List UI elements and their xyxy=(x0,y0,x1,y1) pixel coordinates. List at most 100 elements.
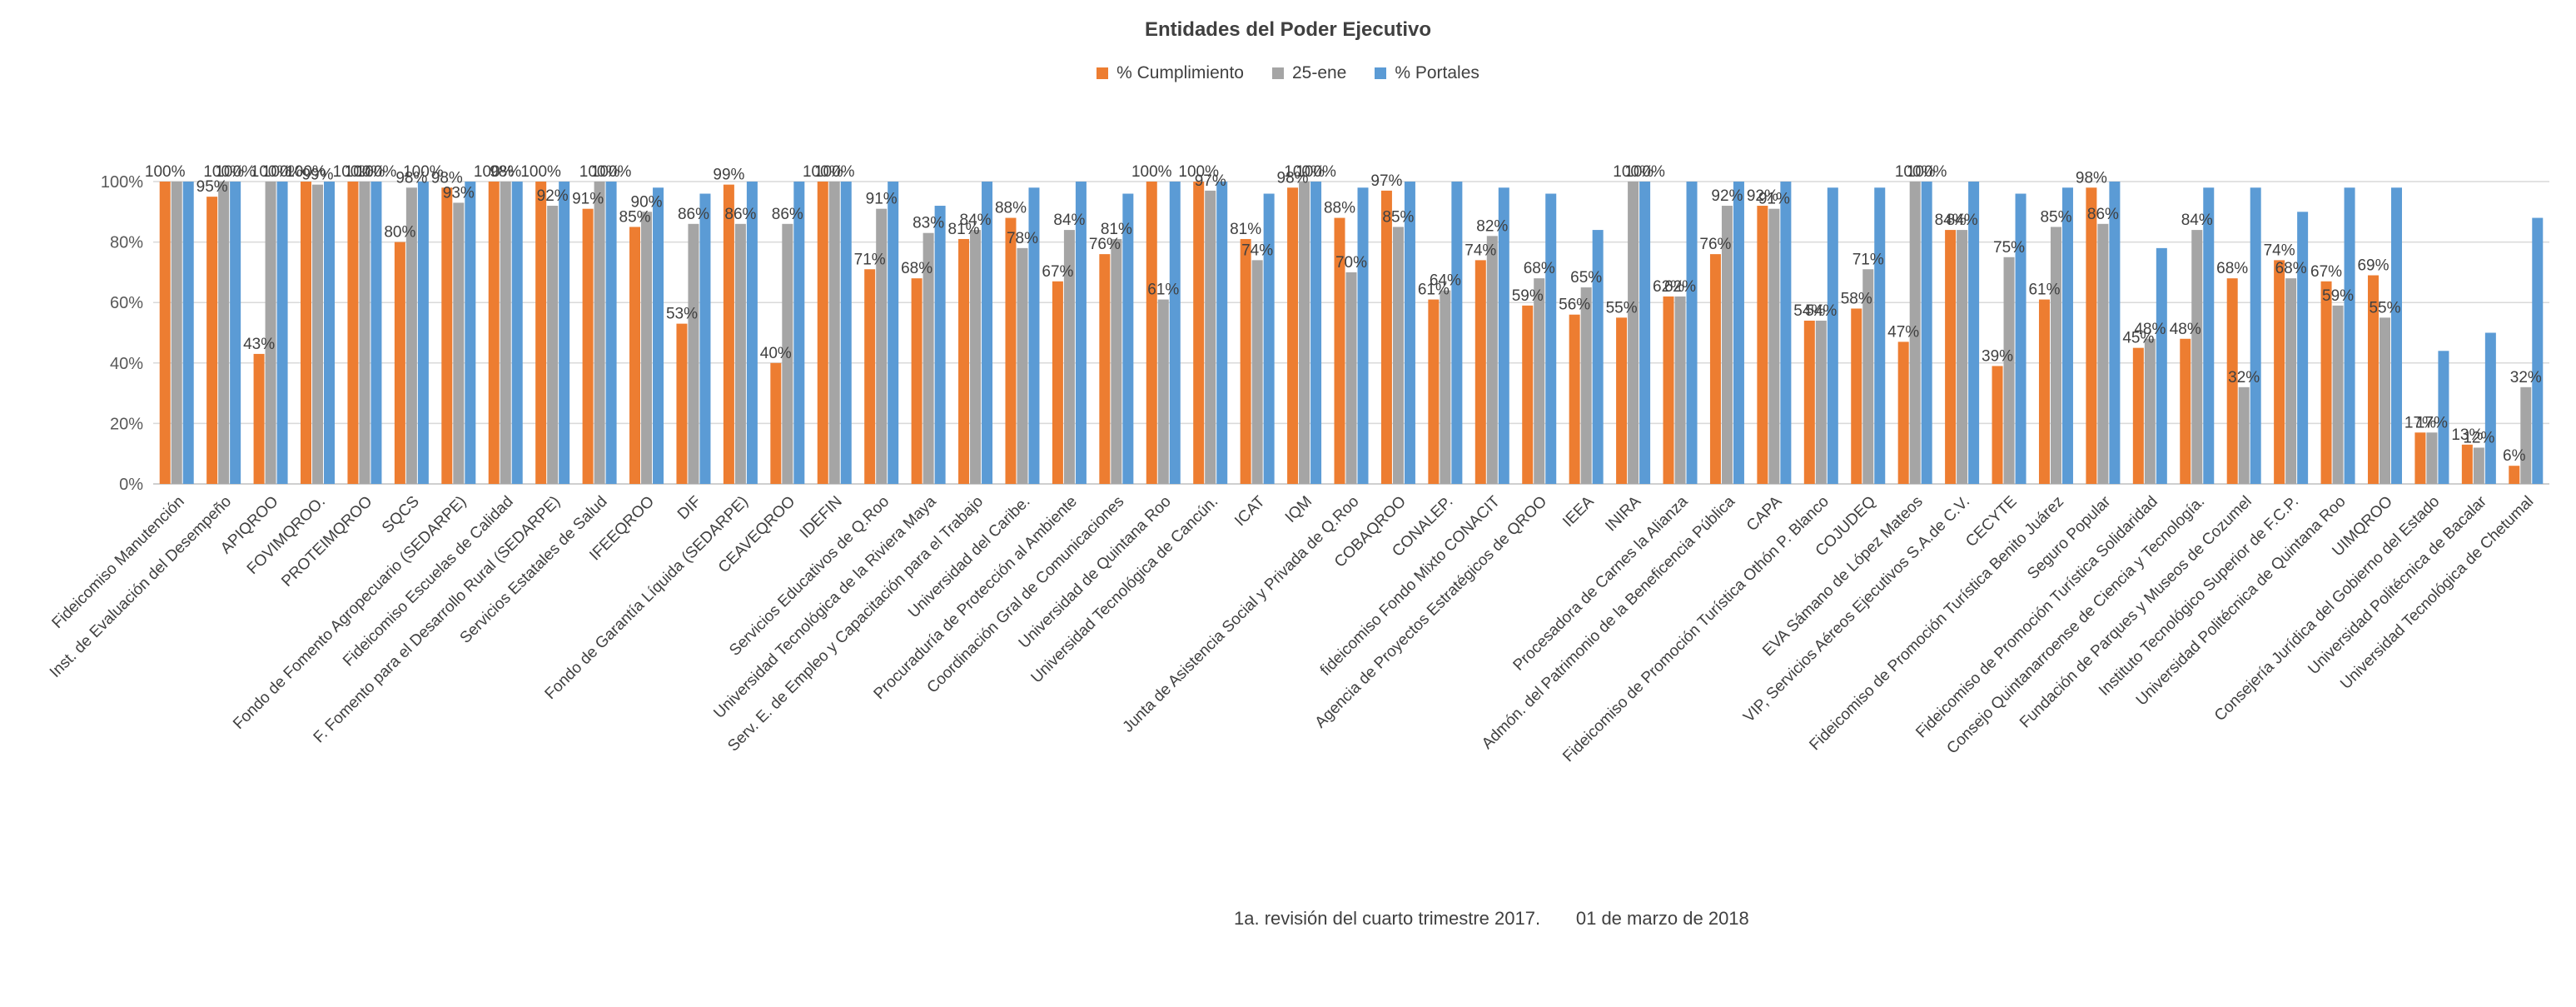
data-label: 100% xyxy=(1295,163,1336,181)
data-label: 70% xyxy=(1335,254,1367,272)
legend-label-25-ene: 25-ene xyxy=(1291,63,1347,82)
data-label: 71% xyxy=(854,251,886,268)
bar xyxy=(405,187,417,484)
data-label: 78% xyxy=(1007,230,1038,247)
bar xyxy=(1251,260,1263,484)
data-label: 100% xyxy=(1624,163,1665,181)
bar xyxy=(2332,305,2344,484)
bar xyxy=(840,182,852,484)
bar xyxy=(511,182,523,484)
data-label: 86% xyxy=(678,206,709,223)
data-label: 100% xyxy=(1131,163,1172,181)
bar xyxy=(970,230,982,484)
data-label: 83% xyxy=(913,215,944,232)
bar xyxy=(876,208,888,485)
data-label: 56% xyxy=(1559,297,1590,314)
bar xyxy=(559,182,570,484)
data-label: 100% xyxy=(474,163,515,181)
bar xyxy=(2156,247,2167,484)
data-label: 100% xyxy=(403,163,444,181)
bar xyxy=(629,227,641,484)
data-label: 55% xyxy=(2369,299,2400,317)
data-label: 17% xyxy=(2416,414,2448,431)
data-label: 85% xyxy=(1382,208,1414,226)
bar xyxy=(218,182,230,484)
bar xyxy=(2344,187,2355,484)
data-label: 97% xyxy=(1370,172,1402,190)
data-label: 67% xyxy=(2310,263,2342,281)
x-tick-label: ICAT xyxy=(1231,492,1269,530)
bar xyxy=(1052,281,1063,484)
data-label: 100% xyxy=(1895,163,1936,181)
data-label: 98% xyxy=(2076,169,2107,187)
data-label: 17% xyxy=(2404,414,2436,431)
bar xyxy=(1780,182,1792,484)
data-label: 100% xyxy=(579,163,620,181)
data-label: 84% xyxy=(960,212,992,229)
bar xyxy=(1827,187,1838,484)
legend-item-cumplimiento: % Cumplimiento xyxy=(1097,63,1244,83)
bar xyxy=(1522,305,1534,484)
bar xyxy=(1721,206,1733,485)
data-label: 100% xyxy=(1178,163,1219,181)
bar xyxy=(828,182,840,484)
bar xyxy=(2367,275,2379,484)
bar xyxy=(1216,182,1228,484)
legend-swatch-cumplimiento xyxy=(1097,67,1109,79)
data-label: 59% xyxy=(1512,287,1544,305)
data-label: 32% xyxy=(2228,369,2260,386)
bar xyxy=(2180,338,2191,484)
bar xyxy=(1968,182,1980,484)
data-label: 91% xyxy=(1758,191,1790,208)
bar xyxy=(817,182,828,484)
bar xyxy=(1957,230,1968,484)
bars xyxy=(159,182,2544,485)
bar xyxy=(594,182,605,484)
data-label: 59% xyxy=(2322,287,2354,305)
bar xyxy=(1663,296,1674,484)
data-label: 32% xyxy=(2510,369,2542,386)
bar xyxy=(159,182,171,484)
bar xyxy=(676,323,688,484)
data-label: 100% xyxy=(286,163,326,181)
data-label: 68% xyxy=(1524,260,1555,277)
data-label: 100% xyxy=(262,163,303,181)
bar xyxy=(982,182,993,484)
bar xyxy=(2238,386,2250,484)
bar xyxy=(1862,269,1874,484)
data-label: 92% xyxy=(537,187,569,205)
bar xyxy=(1440,290,1451,484)
bar xyxy=(653,187,664,484)
bar xyxy=(582,208,594,485)
bar xyxy=(1909,182,1921,484)
x-tick-label: CAPA xyxy=(1743,492,1786,535)
footnote: 1a. revisión del cuarto trimestre 2017. … xyxy=(1234,908,1749,929)
bar xyxy=(2086,187,2097,484)
bar xyxy=(301,182,312,484)
x-tick-label: Junta de Asistencia Social y Privada de … xyxy=(1120,493,1363,736)
data-label: 48% xyxy=(2170,321,2201,338)
data-label: 6% xyxy=(2503,447,2526,465)
bar xyxy=(1122,193,1134,484)
data-label: 84% xyxy=(1947,212,1978,229)
data-label: 98% xyxy=(431,169,463,187)
bar xyxy=(1240,238,1251,484)
bar xyxy=(1287,187,1299,484)
bar xyxy=(2038,299,2050,484)
data-label: 93% xyxy=(443,184,475,202)
bar xyxy=(864,269,876,484)
bar xyxy=(1169,182,1181,484)
data-label: 86% xyxy=(724,206,756,223)
bar xyxy=(2250,187,2261,484)
bar xyxy=(1674,296,1686,484)
x-tick-label: Inst. de Evaluación del Desempeño xyxy=(47,493,235,681)
data-label: 47% xyxy=(1887,323,1919,341)
data-label: 84% xyxy=(2181,212,2213,229)
x-tick-label: IQM xyxy=(1282,493,1315,526)
legend-item-25-ene: 25-ene xyxy=(1271,63,1347,83)
bar xyxy=(441,187,453,484)
data-label: 68% xyxy=(901,260,932,277)
data-label: 68% xyxy=(2216,260,2248,277)
bar xyxy=(2003,257,2015,484)
bar xyxy=(417,182,429,484)
